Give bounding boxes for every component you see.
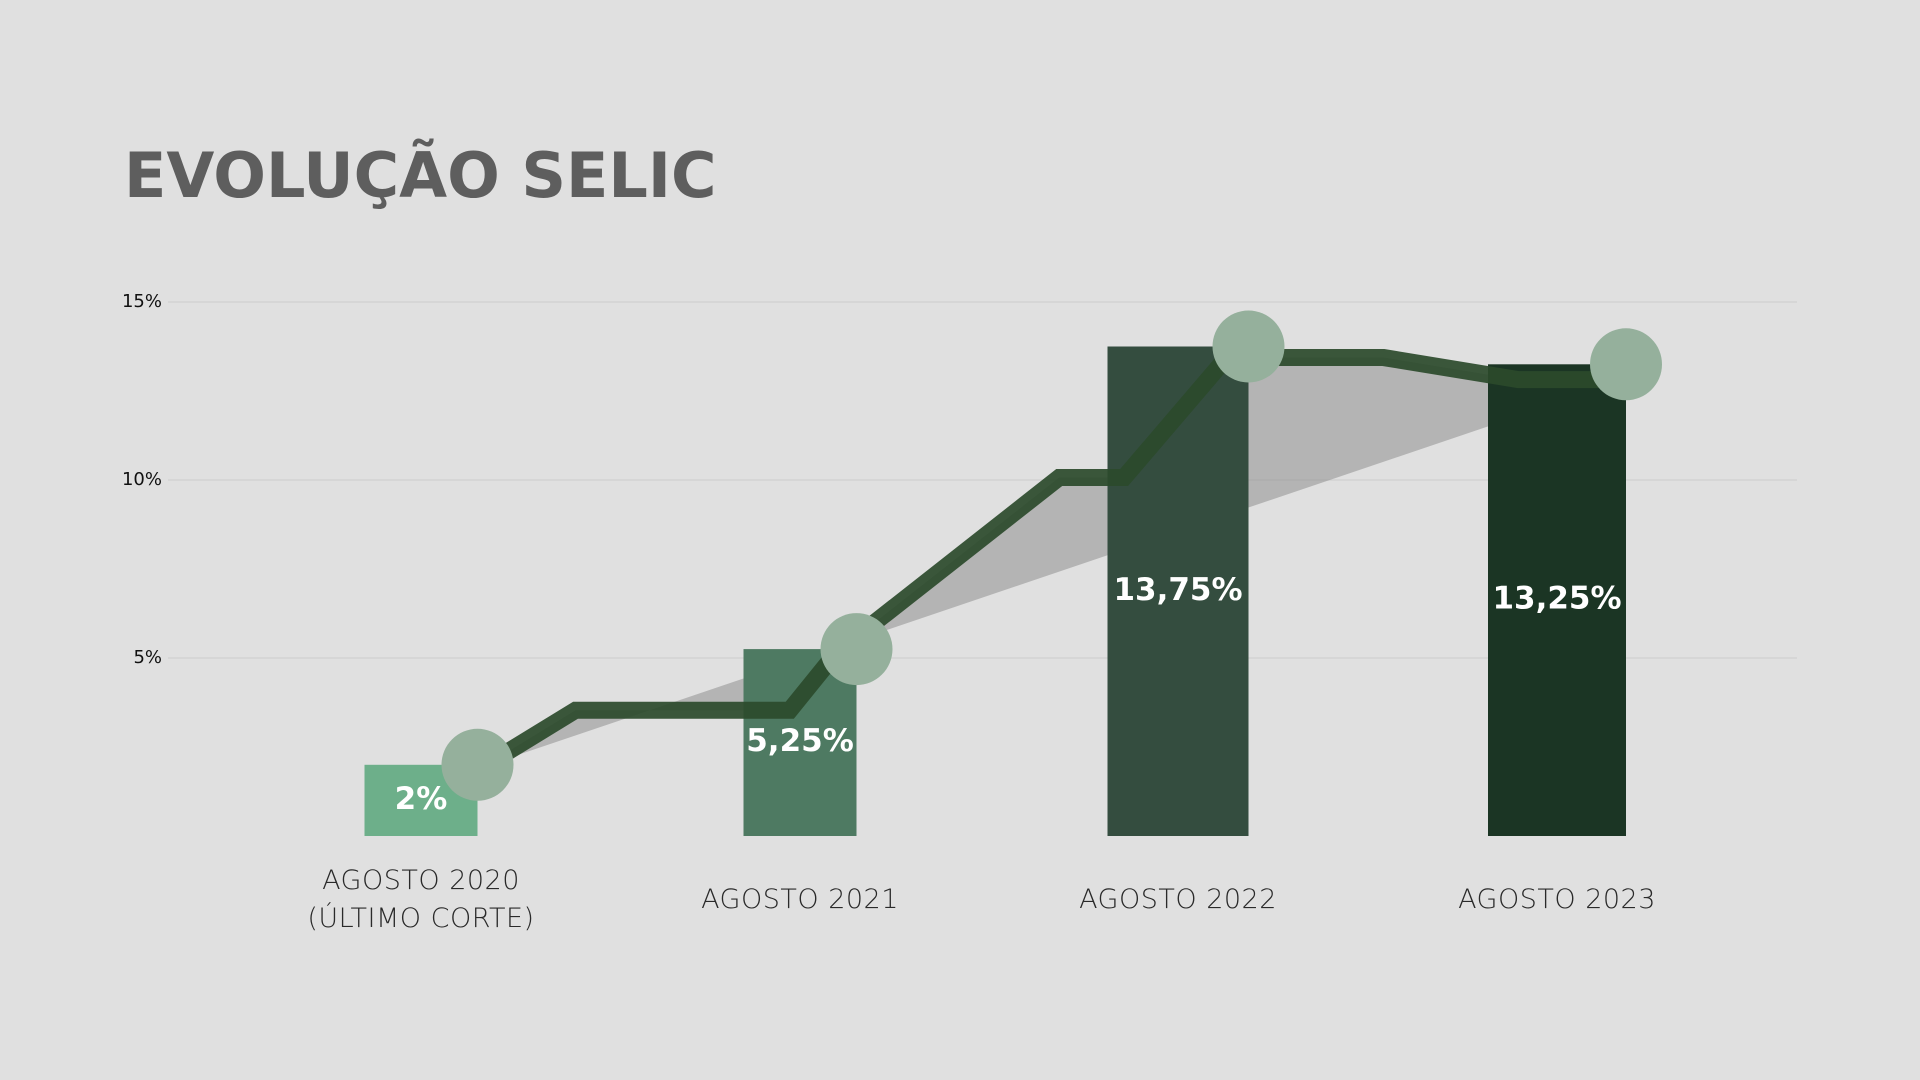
x-tick-label: AGOSTO 2020 (ÚLTIMO CORTE) [307,865,535,934]
marker [1212,310,1285,383]
chart-title: EVOLUÇÃO SELIC [124,139,716,212]
shading [483,342,1627,767]
marker [441,728,514,801]
value-label: 5,25% [746,723,854,759]
marker [820,613,893,686]
bar [1488,364,1626,836]
y-tick-label: 10% [122,469,162,490]
y-tick-label: 15% [122,291,162,312]
marker [1590,328,1662,401]
x-tick-label: AGOSTO 2023 [1458,884,1656,915]
y-tick-label: 5% [133,647,162,668]
x-tick-label: AGOSTO 2022 [1079,884,1277,915]
bar [743,649,857,836]
value-label: 2% [395,781,448,817]
bar [1107,346,1249,836]
trend-line [479,331,1627,774]
value-label: 13,25% [1492,581,1621,617]
x-tick-label: AGOSTO 2021 [701,884,899,915]
value-label: 13,75% [1113,572,1242,608]
